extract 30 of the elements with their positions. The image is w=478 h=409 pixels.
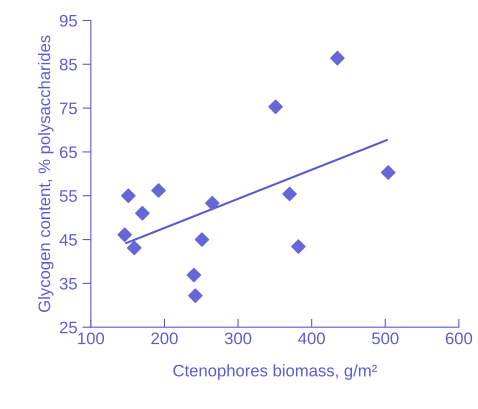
- y-tick-label: 65: [60, 146, 77, 158]
- point: [151, 183, 166, 198]
- x-tick-label: 500: [372, 332, 399, 344]
- y-tick-label: 75: [60, 102, 77, 114]
- point: [188, 288, 203, 303]
- y-tick-label: 25: [60, 322, 77, 334]
- x-axis-title: Ctenophores biomass, g/m²: [173, 364, 377, 380]
- y-tick-label: 35: [60, 278, 77, 290]
- x-tick-label: 200: [151, 332, 178, 344]
- y-tick-label: 55: [60, 190, 77, 202]
- y-axis-title: Glycogen content, % polysaccharides: [38, 35, 54, 312]
- point: [291, 239, 306, 254]
- x-tick-label: 400: [298, 332, 325, 344]
- point: [380, 165, 396, 180]
- point: [194, 232, 210, 247]
- point: [135, 206, 150, 221]
- y-tick-label: 85: [60, 58, 77, 70]
- point: [121, 188, 136, 204]
- point: [126, 240, 142, 256]
- point: [330, 50, 345, 66]
- y-tick-label: 45: [59, 234, 77, 246]
- x-tick-label: 300: [224, 332, 252, 344]
- point: [204, 196, 220, 210]
- point: [282, 186, 297, 202]
- x-tick-label: 600: [446, 332, 472, 344]
- y-tick-label: 95: [60, 14, 77, 27]
- x-tick-label: 100: [78, 332, 104, 344]
- point: [268, 99, 283, 114]
- point: [186, 268, 202, 282]
- point: [117, 227, 132, 242]
